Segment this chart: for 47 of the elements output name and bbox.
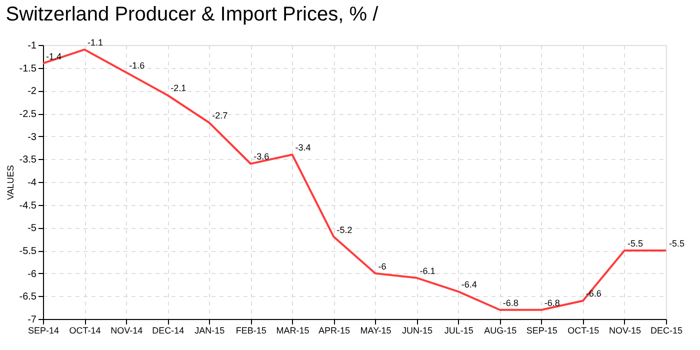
x-tick-label: MAR-15 <box>276 326 310 336</box>
data-label: -1.6 <box>129 60 145 70</box>
x-tick-label: OCT-15 <box>568 326 600 336</box>
y-tick-label: -3 <box>28 132 37 143</box>
y-tick-label: -2 <box>28 86 37 98</box>
data-label: -3.6 <box>254 152 270 162</box>
data-label: -1.4 <box>46 51 62 62</box>
x-tick-label: JUL-15 <box>444 326 474 336</box>
x-tick-label: DEC-14 <box>152 326 184 336</box>
y-tick-label: -3.5 <box>19 154 37 166</box>
y-tick-label: -5 <box>28 223 37 234</box>
y-tick-label: -2.5 <box>19 109 37 120</box>
data-label: -5.2 <box>336 224 352 235</box>
y-tick-label: -1.5 <box>19 63 37 74</box>
data-label: -1.1 <box>88 38 104 48</box>
x-tick-label: AUG-15 <box>484 326 517 336</box>
data-label: -2.7 <box>212 110 228 121</box>
x-tick-label: FEB-15 <box>236 326 266 336</box>
y-axis-title: VALUES <box>5 165 16 200</box>
x-tick-label: JUN-15 <box>402 326 433 336</box>
x-tick-label: SEP-14 <box>28 326 60 336</box>
data-label: -6 <box>378 261 386 272</box>
line-series <box>42 48 667 311</box>
data-label: -6.1 <box>420 266 436 276</box>
y-tick-label: -4.5 <box>19 200 37 212</box>
x-tick-label: JAN-15 <box>194 326 225 336</box>
x-tick-label: SEP-15 <box>526 326 558 336</box>
x-tick-label: DEC-15 <box>650 326 683 336</box>
x-tick-label: NOV-15 <box>608 326 641 336</box>
data-label: -6.8 <box>544 298 560 308</box>
y-tick-label: -4 <box>28 178 37 188</box>
y-tick-label: -6 <box>28 268 37 280</box>
y-tick-label: -5.5 <box>19 246 37 257</box>
data-label: -2.1 <box>170 83 186 94</box>
x-tick-label: NOV-14 <box>110 326 143 336</box>
y-tick-label: -7 <box>28 314 37 326</box>
x-tick-label: MAY-15 <box>360 326 392 336</box>
data-label: -6.8 <box>502 298 518 308</box>
data-label: -6.4 <box>461 280 477 290</box>
chart-title: Switzerland Producer & Import Prices, % / <box>6 4 379 26</box>
data-label: -5.5 <box>669 238 685 248</box>
x-tick-label: OCT-14 <box>69 326 101 336</box>
x-tick-label: APR-15 <box>318 326 350 336</box>
data-label: -3.4 <box>295 142 311 153</box>
y-tick-label: -6.5 <box>19 292 37 303</box>
y-tick-label: -1 <box>28 40 37 52</box>
data-label: -5.5 <box>627 238 643 248</box>
